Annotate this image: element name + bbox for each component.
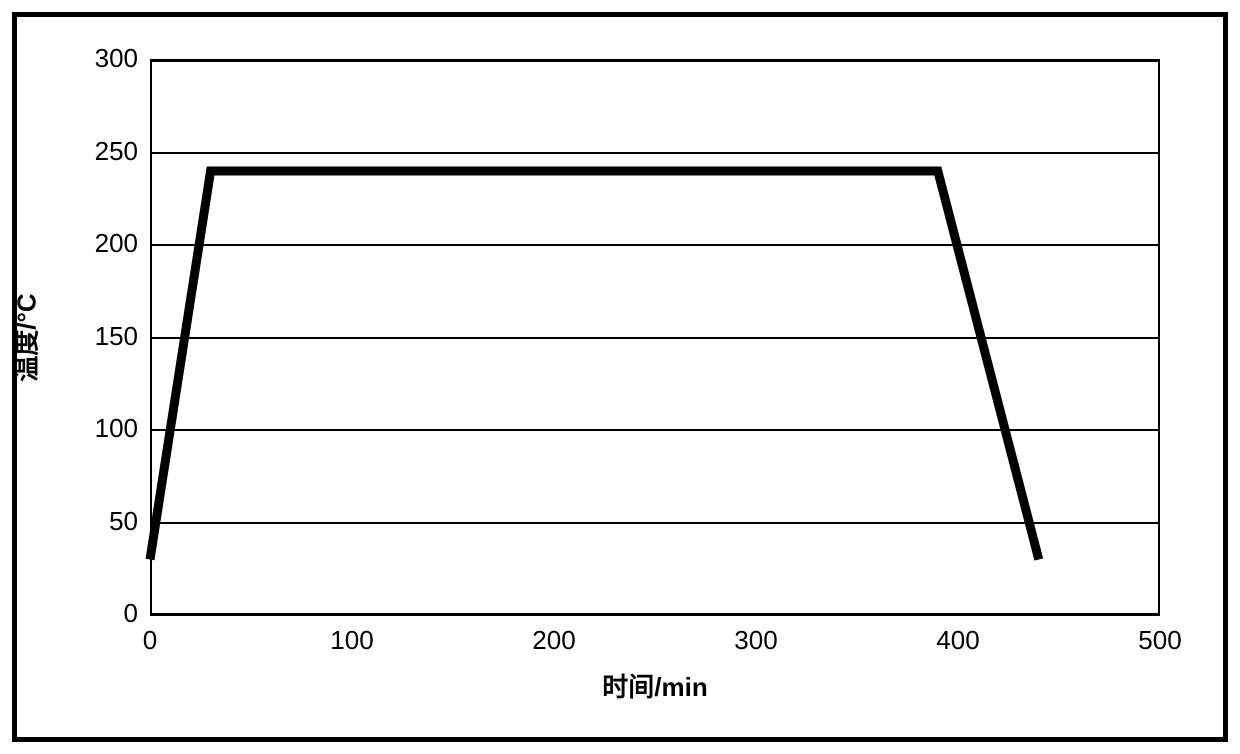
temperature-line: [150, 171, 1039, 560]
chart-svg: [0, 0, 1240, 754]
